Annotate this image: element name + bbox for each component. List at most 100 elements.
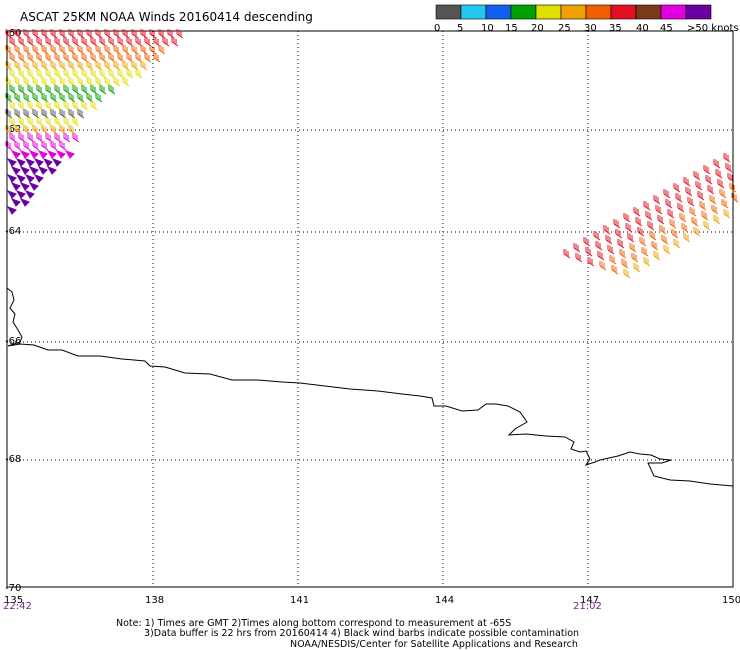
legend-swatch bbox=[510, 4, 537, 20]
wind-barb-icon bbox=[68, 29, 76, 39]
wind-barb-icon bbox=[95, 77, 103, 87]
wind-barb-icon bbox=[95, 29, 103, 39]
wind-barb-icon bbox=[36, 53, 44, 63]
wind-barb-icon bbox=[63, 37, 71, 47]
wind-barb-icon bbox=[19, 166, 30, 175]
wind-barb-icon bbox=[32, 77, 40, 87]
wind-barb-icon bbox=[587, 257, 595, 267]
wind-barb-icon bbox=[595, 241, 603, 251]
wind-barb-icon bbox=[153, 53, 161, 63]
wind-barb-icon bbox=[149, 45, 157, 55]
wind-barb-icon bbox=[36, 69, 44, 79]
wind-barb-icon bbox=[32, 29, 40, 39]
legend-swatch bbox=[610, 4, 637, 20]
wind-barb-icon bbox=[653, 251, 661, 261]
wind-barb-icon bbox=[10, 182, 21, 191]
lon-label-138: 138 bbox=[145, 595, 164, 606]
wind-barb-icon bbox=[41, 61, 49, 71]
wind-barb-icon bbox=[59, 109, 67, 119]
legend-swatch bbox=[535, 4, 562, 20]
wind-barb-icon bbox=[63, 101, 71, 111]
wind-barb-icon bbox=[5, 93, 13, 103]
wind-barb-icon bbox=[126, 53, 134, 63]
wind-barb-icon bbox=[637, 227, 645, 237]
wind-barb-icon bbox=[5, 109, 13, 119]
wind-barb-icon bbox=[641, 247, 649, 257]
lon-label-141: 141 bbox=[290, 595, 309, 606]
wind-barb-icon bbox=[50, 141, 58, 151]
wind-barb-icon bbox=[45, 37, 53, 47]
wind-barb-icon bbox=[27, 101, 35, 111]
lat-label-68: -68 bbox=[5, 454, 21, 465]
wind-barb-icon bbox=[36, 117, 44, 127]
wind-barb-icon bbox=[72, 85, 80, 95]
wind-barb-icon bbox=[575, 253, 583, 263]
wind-barb-icon bbox=[45, 85, 53, 95]
wind-barb-icon bbox=[99, 53, 107, 63]
wind-barb-icon bbox=[697, 191, 705, 201]
wind-barb-icon bbox=[167, 29, 175, 39]
wind-barb-icon bbox=[723, 153, 731, 163]
wind-barb-icon bbox=[140, 29, 148, 39]
wind-barb-icon bbox=[19, 198, 30, 207]
wind-barb-icon bbox=[77, 77, 85, 87]
wind-barb-icon bbox=[14, 45, 22, 55]
wind-barb-icon bbox=[32, 125, 40, 135]
wind-barb-icon bbox=[23, 61, 31, 71]
wind-barb-icon bbox=[50, 109, 58, 119]
wind-barb-icon bbox=[643, 257, 651, 267]
legend-label: 5 bbox=[457, 23, 463, 34]
wind-barb-icon bbox=[41, 77, 49, 87]
wind-barb-icon bbox=[41, 125, 49, 135]
wind-barb-icon bbox=[32, 141, 40, 151]
wind-barb-icon bbox=[51, 158, 62, 167]
lon-label-144: 144 bbox=[435, 595, 454, 606]
note-line-1: Note: 1) Times are GMT 2)Times along bot… bbox=[116, 618, 511, 629]
wind-barb-icon bbox=[563, 249, 571, 259]
legend-swatch bbox=[660, 4, 687, 20]
legend-swatch bbox=[685, 4, 712, 20]
wind-barb-icon bbox=[28, 166, 39, 175]
wind-barb-icon bbox=[14, 125, 22, 135]
wind-barb-icon bbox=[639, 237, 647, 247]
legend-label: 45 bbox=[660, 23, 673, 34]
wind-barb-icon bbox=[90, 37, 98, 47]
wind-barb-icon bbox=[597, 251, 605, 261]
wind-barb-icon bbox=[5, 29, 13, 39]
wind-barb-icon bbox=[611, 265, 619, 275]
wind-barb-icon bbox=[635, 217, 643, 227]
wind-barb-icon bbox=[651, 241, 659, 251]
wind-barb-icon bbox=[135, 53, 143, 63]
legend-label: 10 bbox=[481, 23, 494, 34]
wind-barb-icon bbox=[719, 189, 727, 199]
wind-barb-icon bbox=[669, 219, 677, 229]
wind-barb-icon bbox=[9, 53, 17, 63]
wind-barb-icon bbox=[122, 77, 130, 87]
wind-barb-icon bbox=[32, 93, 40, 103]
wind-barb-icon bbox=[55, 150, 66, 159]
wind-barb-icon bbox=[113, 45, 121, 55]
wind-barb-icon bbox=[683, 177, 691, 187]
legend-label: 0 bbox=[434, 23, 440, 34]
wind-barb-icon bbox=[655, 205, 663, 215]
wind-barb-icon bbox=[617, 239, 625, 249]
wind-barb-icon bbox=[86, 45, 94, 55]
wind-barb-icon bbox=[10, 150, 21, 159]
wind-barb-icon bbox=[613, 219, 621, 229]
wind-barb-icon bbox=[609, 255, 617, 265]
wind-barb-icon bbox=[5, 77, 13, 87]
wind-barb-icon bbox=[46, 150, 57, 159]
wind-barb-icon bbox=[28, 182, 39, 191]
wind-barb-icon bbox=[33, 174, 44, 183]
wind-barb-icon bbox=[631, 253, 639, 263]
wind-barb-icon bbox=[24, 158, 35, 167]
lon-label-135: 135 bbox=[4, 595, 23, 606]
wind-barb-icon bbox=[36, 101, 44, 111]
wind-barb-icon bbox=[131, 29, 139, 39]
wind-barb-icon bbox=[59, 125, 67, 135]
wind-barb-icon bbox=[659, 225, 667, 235]
wind-barb-icon bbox=[24, 174, 35, 183]
wind-barb-icon bbox=[45, 53, 53, 63]
wind-barb-icon bbox=[731, 193, 739, 203]
wind-barb-icon bbox=[15, 174, 26, 183]
